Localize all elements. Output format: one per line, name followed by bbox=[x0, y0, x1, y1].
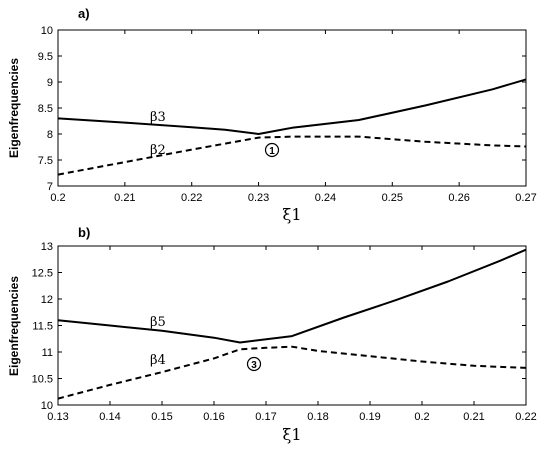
panel-b-x-axis-label: ξ1 bbox=[283, 425, 302, 444]
x-tick-label: 0.21 bbox=[463, 411, 484, 423]
x-tick-label: 0.25 bbox=[382, 192, 403, 204]
y-tick-label: 11 bbox=[42, 347, 53, 359]
y-tick-label: 7 bbox=[47, 181, 53, 193]
panel-a: a) 0.2 0.21 0.22 0.23 0.24 0.25 0.26 0.27 7 7.5 8… bbox=[7, 6, 537, 224]
y-tick-label: 10 bbox=[41, 400, 53, 412]
y-tick-label: 12 bbox=[41, 294, 53, 306]
y-tick-label: 10.5 bbox=[32, 374, 53, 386]
panel-a-series-label-beta2: β2 bbox=[150, 143, 166, 158]
panel-a-series-lines bbox=[57, 78, 527, 176]
panel-a-x-ticks: 0.2 0.21 0.22 0.23 0.24 0.25 0.26 0.27 bbox=[50, 30, 537, 204]
panel-b-y-axis-label: Eigenfrequencies bbox=[7, 276, 21, 376]
panel-a-marker-number: 1 bbox=[269, 146, 275, 157]
panel-a-y-ticks: 7 7.5 8 8.5 9 9.5 10 bbox=[38, 25, 526, 193]
x-tick-label: 0.27 bbox=[515, 192, 536, 204]
x-tick-label: 0.15 bbox=[151, 411, 172, 423]
x-tick-label: 0.22 bbox=[181, 192, 202, 204]
x-tick-label: 0.13 bbox=[47, 411, 68, 423]
x-tick-label: 0.19 bbox=[359, 411, 380, 423]
panel-b-marker-circle bbox=[246, 356, 262, 372]
y-tick-label: 9.5 bbox=[38, 51, 53, 63]
y-tick-label: 13 bbox=[41, 241, 53, 253]
panel-a-circled-marker: 1 bbox=[264, 142, 280, 158]
x-tick-label: 0.2 bbox=[50, 192, 65, 204]
panel-b-circled-marker: 3 bbox=[246, 356, 262, 372]
panel-a-series-label-beta3: β3 bbox=[150, 110, 166, 125]
x-tick-label: 0.14 bbox=[99, 411, 120, 423]
x-tick-label: 0.26 bbox=[448, 192, 469, 204]
y-tick-label: 8.5 bbox=[38, 103, 53, 115]
panel-a-y-axis-label: Eigenfrequencies bbox=[7, 58, 21, 158]
panel-b-series-lines bbox=[57, 248, 527, 400]
x-tick-label: 0.16 bbox=[203, 411, 224, 423]
series-line-dashed bbox=[57, 135, 527, 176]
y-tick-label: 9 bbox=[47, 77, 53, 89]
panel-b-marker-number: 3 bbox=[251, 360, 257, 371]
panel-b-x-ticks: 0.13 0.14 0.15 0.16 0.17 0.18 0.19 0.2 0.21 0.22 bbox=[47, 246, 537, 423]
x-tick-label: 0.21 bbox=[114, 192, 135, 204]
x-tick-label: 0.24 bbox=[315, 192, 336, 204]
y-tick-label: 10 bbox=[41, 25, 53, 37]
x-tick-label: 0.22 bbox=[515, 411, 536, 423]
x-tick-label: 0.18 bbox=[307, 411, 328, 423]
panel-a-x-axis-label: ξ1 bbox=[283, 205, 302, 224]
x-tick-label: 0.2 bbox=[414, 411, 429, 423]
series-line-dashed bbox=[57, 345, 527, 400]
y-tick-label: 7.5 bbox=[38, 155, 53, 167]
panel-a-marker-circle bbox=[264, 142, 280, 158]
panel-a-label: a) bbox=[78, 6, 90, 21]
y-tick-label: 12.5 bbox=[32, 268, 53, 280]
y-tick-label: 8 bbox=[47, 129, 53, 141]
x-tick-label: 0.17 bbox=[255, 411, 276, 423]
panel-b-series-label-beta5: β5 bbox=[150, 315, 166, 330]
panel-b-y-ticks: 10 10.5 11 11.5 12 12.5 13 bbox=[32, 241, 526, 412]
series-line-solid bbox=[57, 248, 527, 344]
panel-b-label: b) bbox=[78, 225, 90, 240]
y-tick-label: 11.5 bbox=[32, 321, 53, 333]
series-line-solid bbox=[57, 78, 527, 135]
panel-b: b) 0.13 0.14 0.15 0.16 0.17 0.18 0.19 0.2 0.21 0.… bbox=[7, 225, 537, 444]
panel-b-series-label-beta4: β4 bbox=[150, 353, 166, 368]
x-tick-label: 0.23 bbox=[248, 192, 269, 204]
panel-a-plot-frame bbox=[57, 29, 527, 187]
